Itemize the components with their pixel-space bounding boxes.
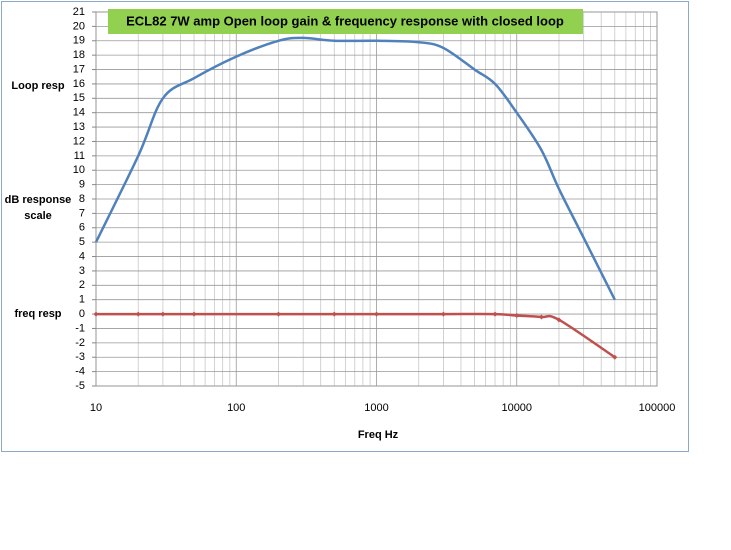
y-tick-label: 13 — [73, 121, 85, 133]
x-tick-label: 10000 — [501, 402, 532, 414]
y-tick-label: 8 — [79, 193, 85, 205]
x-tick-label: 100 — [227, 402, 245, 414]
grid — [95, 11, 658, 387]
title-box — [108, 9, 583, 34]
y-tick-label: 5 — [79, 236, 85, 248]
series-line — [94, 36, 616, 301]
y-tick-label: -1 — [75, 322, 85, 334]
x-tick-label: 1000 — [364, 402, 388, 414]
y-tick-label: 19 — [73, 35, 85, 47]
point-marker — [492, 311, 498, 317]
y-tick-label: 0 — [79, 308, 85, 320]
point-marker — [331, 311, 337, 317]
point-marker — [612, 354, 618, 360]
y-tick-label: 14 — [73, 107, 85, 119]
y-tick-label: 12 — [73, 135, 85, 147]
point-marker — [440, 311, 446, 317]
point-marker — [374, 311, 379, 317]
y-tick-label: 18 — [73, 49, 85, 61]
annotation: freq resp — [14, 308, 61, 320]
x-axis-title: Freq Hz — [358, 429, 399, 441]
x-tick-label: 100000 — [639, 402, 676, 414]
y-tick-label: 10 — [73, 164, 85, 176]
y-tick-label: 6 — [79, 222, 85, 234]
chart-title: ECL82 7W amp Open loop gain & frequency … — [126, 13, 564, 28]
y-tick-label: -5 — [75, 380, 85, 392]
y-tick-label: -4 — [75, 366, 85, 378]
annotation: scale — [24, 210, 52, 222]
y-tick-label: 4 — [79, 250, 85, 262]
y-tick-label: 1 — [79, 294, 85, 306]
y-tick-label: 3 — [79, 265, 85, 277]
point-marker — [275, 311, 281, 317]
y-tick-label: 17 — [73, 63, 85, 75]
point-marker — [514, 313, 520, 319]
point-marker — [538, 314, 544, 320]
point-marker — [160, 311, 166, 317]
x-tick-label: 10 — [90, 402, 102, 414]
point-marker — [191, 311, 197, 317]
y-tick-label: 15 — [73, 92, 85, 104]
point-marker — [93, 311, 99, 317]
annotation: dB response — [5, 194, 72, 206]
y-tick-label: 21 — [73, 6, 85, 18]
y-tick-label: 11 — [74, 150, 85, 162]
y-tick-label: -3 — [75, 351, 85, 363]
y-tick-label: -2 — [75, 337, 85, 349]
y-tick-label: 9 — [79, 179, 85, 191]
y-tick-label: 2 — [79, 279, 85, 291]
y-tick-label: 7 — [79, 207, 85, 219]
y-tick-label: 16 — [73, 78, 85, 90]
annotation: Loop resp — [11, 80, 64, 92]
point-marker — [556, 317, 562, 323]
point-marker — [135, 311, 141, 317]
y-tick-label: 20 — [73, 20, 85, 32]
